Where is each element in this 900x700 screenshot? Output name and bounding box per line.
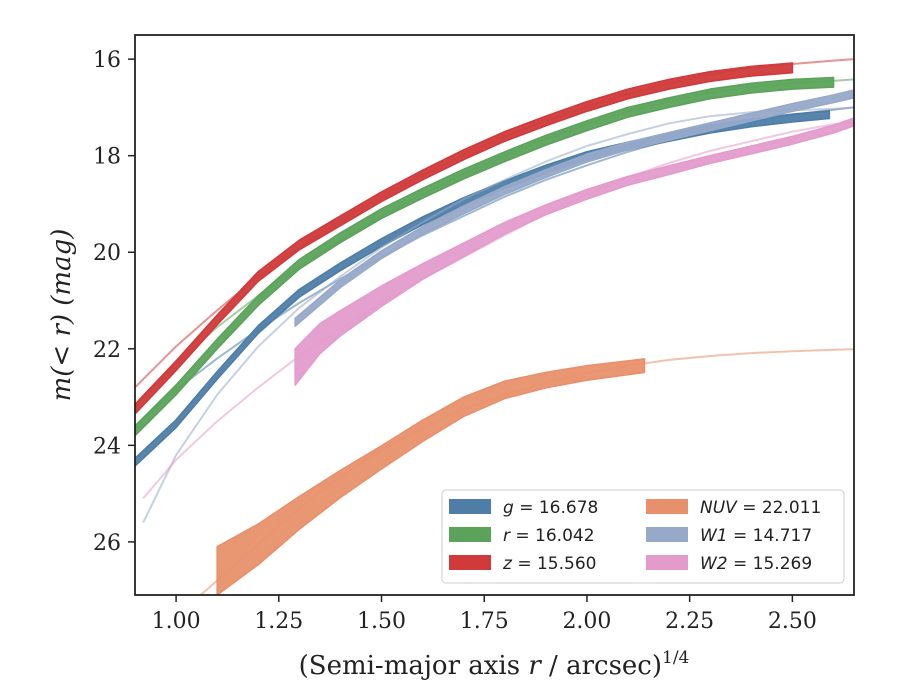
legend-entry-nuv: NUV = 22.011 [700,498,821,518]
legend-swatch-nuv [646,499,688,514]
measured-band-nuv [216,358,646,595]
legend-frame [441,489,845,584]
x-axis: 1.00 1.25 1.50 1.75 2.00 2.25 2.50 [152,595,817,634]
legend-swatch-w2 [646,555,688,570]
x-tick-label: 1.25 [254,609,303,634]
y-axis-label: m(< r) (mag) [47,229,77,402]
measured-band-w1 [294,89,854,327]
model-curve-z [135,58,854,389]
x-tick-label: 2.25 [665,609,714,634]
model-curve-w2 [142,120,854,500]
y-tick-label: 16 [93,48,121,73]
measured-band-r [135,76,835,437]
legend-entry-z: z = 15.560 [502,554,596,574]
measured-band-z [135,62,794,415]
x-tick-label: 1.00 [152,609,201,634]
measured-band-w2 [294,117,854,386]
legend-entry-w1: W1 = 14.717 [700,526,812,546]
legend: g = 16.678 r = 16.042 z = 15.560 NUV = 22.0… [441,489,845,584]
x-tick-label: 1.50 [357,609,406,634]
x-tick-label: 2.00 [562,609,611,634]
legend-swatch-g [449,499,491,514]
plot-frame [134,34,855,596]
x-tick-label: 1.75 [460,609,509,634]
legend-swatch-r [449,527,491,542]
x-tick-label: 2.50 [768,609,817,634]
legend-swatch-z [449,555,491,570]
model-curve-r [135,78,854,408]
legend-entry-g: g = 16.678 [503,498,598,518]
curve-layer [135,58,854,595]
y-tick-label: 18 [93,145,121,170]
legend-entry-w2: W2 = 15.269 [700,554,812,574]
measured-band-g [135,110,831,467]
y-tick-label: 26 [93,531,121,556]
legend-entry-r: r = 16.042 [503,526,595,546]
x-axis-label: (Semi-major axis r / arcsec)1/4 [299,648,690,681]
legend-swatch-w1 [646,527,688,542]
y-tick-label: 22 [93,338,121,363]
y-tick-label: 24 [93,434,121,459]
model-curve-w1 [142,106,854,524]
y-axis: 16 18 20 22 24 26 [93,48,135,556]
y-tick-label: 20 [93,241,121,266]
